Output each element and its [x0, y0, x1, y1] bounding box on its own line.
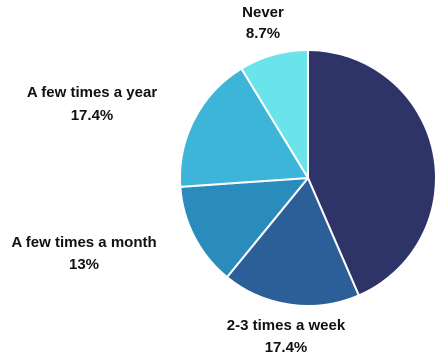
slice-value-few-times-year: 17.4%: [71, 107, 114, 124]
slice-label-2-3-times-week: 2-3 times a week: [227, 317, 346, 334]
slice-label-few-times-year: A few times a year: [27, 84, 158, 101]
slice-never: [240, 49, 309, 179]
slice-label-few-times-month: A few times a month: [11, 234, 156, 251]
slice-value-never: 8.7%: [246, 25, 280, 42]
slice-value-few-times-month: 13%: [69, 256, 99, 273]
slice-value-2-3-times-week: 17.4%: [265, 339, 308, 356]
slice-unlabeled: [307, 49, 435, 297]
slice-few-times-month: [179, 177, 309, 279]
pie-slices: [179, 49, 435, 307]
slice-label-never: Never: [242, 4, 284, 21]
slice-2-3-times-week: [226, 177, 360, 307]
slice-few-times-year: [179, 67, 309, 188]
